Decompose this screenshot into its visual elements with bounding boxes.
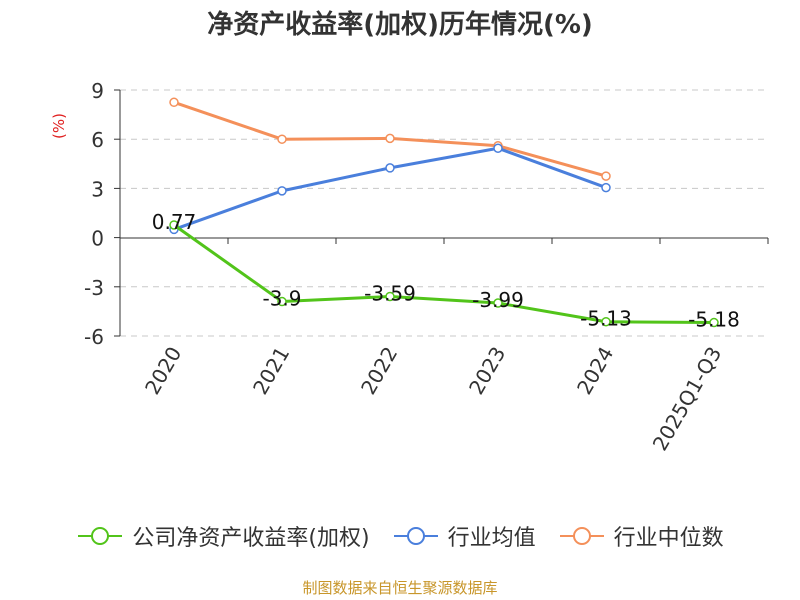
y-tick-label: 6 [91,128,104,152]
y-tick-label: -6 [84,325,104,349]
data-point [601,171,611,181]
y-tick-label: 3 [91,177,104,201]
x-tick-label: 2025Q1-Q3 [648,343,727,455]
data-point [601,316,611,327]
data-point [493,298,503,308]
data-point [277,296,287,307]
legend-item-industry-median[interactable]: 行业中位数 [558,520,724,552]
data-label: -5.18 [688,308,740,332]
data-point [385,163,395,173]
y-axis-unit-label: (%) [50,113,68,139]
data-point [277,134,287,144]
x-tick-label: 2020 [140,343,186,399]
data-label: -3.99 [472,288,524,312]
x-tick-label: 2022 [356,343,402,399]
legend-label-industry-median: 行业中位数 [613,526,724,551]
data-point [385,291,395,302]
source-note: 制图数据来自恒生聚源数据库 [302,579,498,597]
data-point [169,97,179,108]
data-point [493,143,503,153]
legend-label-company: 公司净资产收益率(加权) [132,526,370,551]
y-tick-label: -3 [84,276,104,300]
data-label: -3.9 [262,287,301,311]
chart-title: 净资产收益率(加权)历年情况(%) [207,10,593,40]
legend-marker-industry-median [559,527,604,545]
legend-item-company[interactable]: 公司净资产收益率(加权) [76,520,370,552]
x-tick-label: 2023 [464,343,510,399]
legend-item-industry-mean[interactable]: 行业均值 [392,520,536,552]
legend-marker-company [78,527,123,545]
series-group [169,97,719,328]
x-tick-label: 2021 [248,343,294,399]
y-tick-label: 9 [91,79,104,103]
legend-marker-industry-mean [393,527,438,545]
data-point [169,220,179,230]
data-point [709,317,719,328]
data-labels: 0.77 -3.9 -3.59 -3.99 -5.13 -5.18 [152,210,740,332]
gridlines [120,89,768,337]
series-line [173,223,715,325]
data-point [385,133,395,144]
y-tick-label: 0 [91,227,104,251]
data-label: -5.13 [580,307,632,331]
data-point [277,186,287,196]
data-point [601,182,611,193]
data-label: 0.77 [152,210,197,234]
axes: 9 6 3 0 -3 -6 2020 2021 2022 2023 2024 2025Q1-Q3 [84,79,769,455]
legend: 公司净资产收益率(加权) 行业均值 行业中位数 [0,520,800,552]
x-tick-label: 2024 [572,343,618,399]
legend-label-industry-mean: 行业均值 [447,526,536,551]
data-label: -3.59 [364,281,416,305]
